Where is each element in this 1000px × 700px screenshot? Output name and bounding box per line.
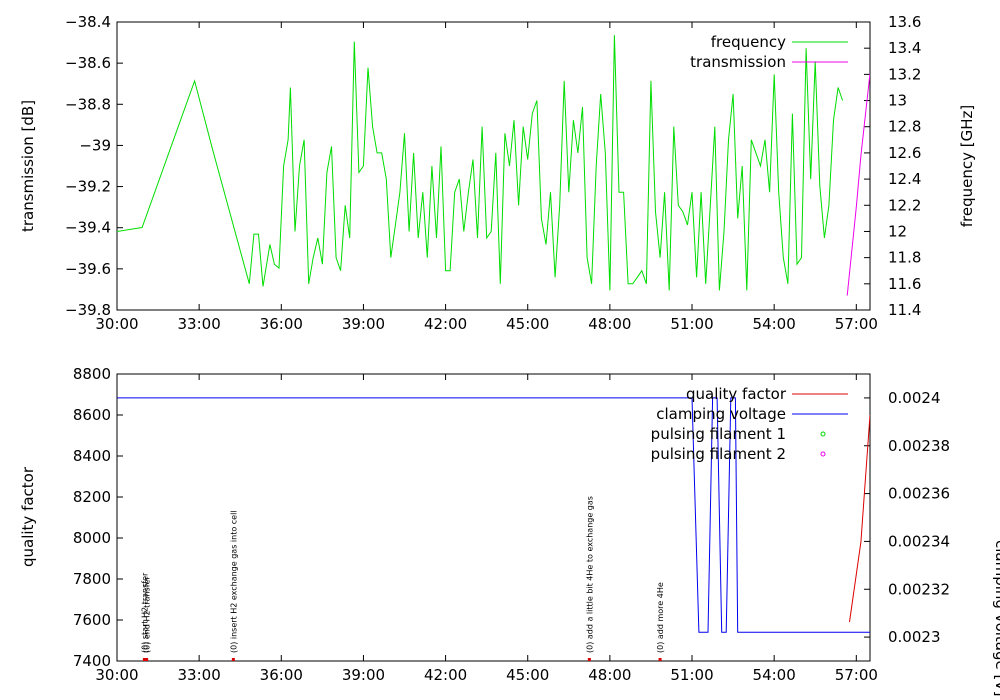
panel2-plot-frame — [116, 373, 871, 662]
panel2-x-tick-label: 51:00 — [670, 666, 713, 684]
panel2-y-tick-label: 7400 — [73, 652, 111, 670]
panel2-y2-tick-label: 0.00234 — [888, 532, 950, 550]
panel1-y2-tick-label: 12 — [888, 222, 907, 240]
panel2-x-tick-label: 42:00 — [424, 666, 467, 684]
panel1-x-tick-label: 36:00 — [260, 315, 303, 333]
panel2-annotation-marker — [658, 658, 662, 661]
panel2-annotation-marker — [231, 658, 235, 661]
panel2-y2-tick-label: 0.00238 — [888, 437, 950, 455]
panel2-x-tick-label: 54:00 — [753, 666, 796, 684]
panel1-x-tick-label: 48:00 — [588, 315, 631, 333]
panel1-x-tick-label: 30:00 — [95, 315, 138, 333]
panel2-legend-marker — [820, 431, 826, 437]
panel1-plot-frame — [116, 21, 871, 311]
panel1-y-tick-label: −39 — [79, 136, 111, 154]
panel2-y-tick-label: 8400 — [73, 447, 111, 465]
panel1-x-tick-label: 33:00 — [178, 315, 221, 333]
panel2-annotation-label: (0) add a little bit 4He to exchange gas — [585, 496, 594, 653]
panel1-y2-tick-label: 12.2 — [888, 196, 921, 214]
panel1-y2-tick-label: 12.4 — [888, 170, 921, 188]
panel1-x-tick-label: 51:00 — [670, 315, 713, 333]
panel1-y2-tick-label: 13 — [888, 92, 907, 110]
panel2-legend-label: clamping voltage — [656, 405, 786, 423]
panel2-y2-axis-label: clamping voltage [V] — [992, 540, 1000, 696]
panel1-x-tick-label: 57:00 — [835, 315, 878, 333]
panel1-y2-axis-label: frequency [GHz] — [958, 105, 976, 227]
panel2-x-tick-label: 33:00 — [178, 666, 221, 684]
panel1-series-line-frequency — [117, 35, 844, 291]
panel2-x-tick-label: 45:00 — [506, 666, 549, 684]
panel1-x-tick-label: 54:00 — [753, 315, 796, 333]
panel2-y-tick-label: 7600 — [73, 611, 111, 629]
panel2-legend-label: pulsing filament 1 — [651, 425, 786, 443]
panel1-legend-label: frequency — [711, 33, 786, 51]
panel2-y2-tick-label: 0.0024 — [888, 389, 941, 407]
panel2-series-line-clamping-voltage — [117, 397, 870, 633]
panel2-y2-tick-label: 0.0023 — [888, 628, 941, 646]
panel2-y-axis-label: quality factor — [19, 466, 37, 567]
panel2-y-tick-label: 8000 — [73, 529, 111, 547]
panel1-y-tick-label: −38.6 — [65, 54, 111, 72]
panel2-legend-marker — [820, 451, 826, 457]
panel2-y-tick-label: 7800 — [73, 570, 111, 588]
panel2-y-tick-label: 8800 — [73, 365, 111, 383]
panel2-annotation-marker — [587, 658, 591, 661]
panel1-y-tick-label: −39.2 — [65, 178, 111, 196]
panel2-series-line-quality-factor — [849, 414, 870, 623]
panel2-y-tick-label: 8600 — [73, 406, 111, 424]
panel1-y2-tick-label: 13.2 — [888, 65, 921, 83]
panel1-y2-tick-label: 13.6 — [888, 13, 921, 31]
panel2-legend-label: pulsing filament 2 — [651, 445, 786, 463]
panel2-y2-tick-label: 0.00236 — [888, 485, 950, 503]
panel2-y-tick-label: 8200 — [73, 488, 111, 506]
panel1-y-tick-label: −39.8 — [65, 301, 111, 319]
panel1-y-tick-label: −38.4 — [65, 13, 111, 31]
panel1-legend-label: transmission — [690, 53, 786, 71]
panel1-y-axis-label: transmission [dB] — [19, 100, 37, 232]
panel1-y2-tick-label: 11.8 — [888, 249, 921, 267]
panel2-annotation-label: (0) insert H2 exchange gas into cell — [229, 510, 238, 653]
panel2-annotation-label: (0) start H2 transfer — [140, 572, 149, 653]
panel2-annotation-label: (0) end H2 transfer — [143, 576, 152, 653]
panel1-y2-tick-label: 11.4 — [888, 301, 921, 319]
panel2-annotation-marker — [142, 658, 146, 661]
panel1-y2-tick-label: 12.6 — [888, 144, 921, 162]
panel1-x-tick-label: 39:00 — [342, 315, 385, 333]
panel2-legend-label: quality factor — [686, 385, 787, 403]
panel2-annotation-label: (0) add more 4He — [656, 582, 665, 653]
panel1-y-tick-label: −38.8 — [65, 95, 111, 113]
panel2-x-tick-label: 39:00 — [342, 666, 385, 684]
panel2-annotation-marker — [145, 658, 149, 661]
panel1-series-line-transmission — [846, 73, 870, 296]
panel1-y2-tick-label: 11.6 — [888, 275, 921, 293]
panel1-y-tick-label: −39.4 — [65, 219, 111, 237]
panel1-y2-tick-label: 13.4 — [888, 39, 921, 57]
panel2-x-tick-label: 36:00 — [260, 666, 303, 684]
panel2-y2-tick-label: 0.00232 — [888, 580, 950, 598]
panel1-y2-tick-label: 12.8 — [888, 118, 921, 136]
panel1-y-tick-label: −39.6 — [65, 260, 111, 278]
panel2-x-tick-label: 30:00 — [95, 666, 138, 684]
panel2-x-tick-label: 48:00 — [588, 666, 631, 684]
panel1-x-tick-label: 42:00 — [424, 315, 467, 333]
panel2-x-tick-label: 57:00 — [835, 666, 878, 684]
panel1-x-tick-label: 45:00 — [506, 315, 549, 333]
